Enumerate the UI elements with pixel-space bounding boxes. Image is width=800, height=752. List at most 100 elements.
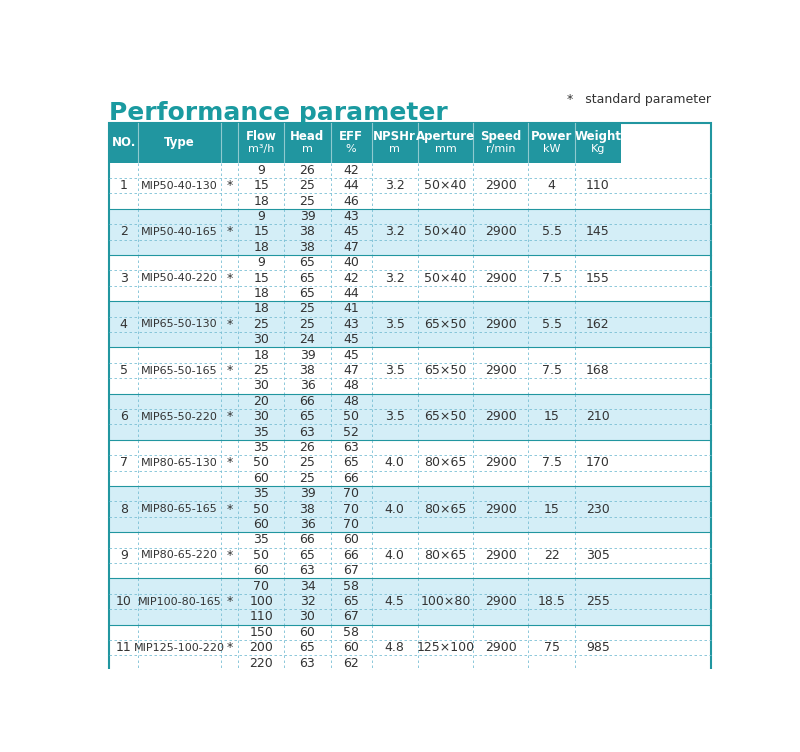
Bar [418, 123, 473, 162]
Text: 4.0: 4.0 [385, 502, 405, 516]
Text: 18: 18 [254, 349, 269, 362]
Text: 2900: 2900 [485, 641, 517, 654]
Bar [110, 486, 710, 532]
Text: 63: 63 [299, 426, 315, 438]
Text: 100×80: 100×80 [420, 595, 470, 608]
Bar [371, 123, 418, 162]
Text: 70: 70 [343, 518, 359, 531]
Text: 65×50: 65×50 [424, 318, 466, 331]
Text: 3.5: 3.5 [385, 411, 405, 423]
Text: 125×100: 125×100 [417, 641, 474, 654]
Text: 40: 40 [343, 256, 359, 269]
Text: 66: 66 [343, 472, 359, 485]
Text: 66: 66 [343, 549, 359, 562]
Text: 67: 67 [343, 611, 359, 623]
Bar [284, 123, 330, 162]
Text: MIP65-50-165: MIP65-50-165 [142, 365, 218, 375]
Text: 25: 25 [299, 456, 315, 469]
Bar [221, 123, 238, 162]
Text: 38: 38 [299, 241, 315, 254]
Bar [110, 440, 710, 486]
Text: 24: 24 [299, 333, 315, 346]
Bar [110, 255, 710, 302]
Text: 4: 4 [120, 318, 128, 331]
Text: 4.0: 4.0 [385, 549, 405, 562]
Text: 2900: 2900 [485, 456, 517, 469]
Text: 75: 75 [544, 641, 560, 654]
Text: 30: 30 [254, 411, 269, 423]
Text: 63: 63 [343, 441, 359, 454]
Text: 200: 200 [250, 641, 273, 654]
Text: 41: 41 [343, 302, 359, 315]
Text: 66: 66 [299, 533, 315, 547]
Text: 45: 45 [343, 349, 359, 362]
Text: 3.2: 3.2 [385, 271, 405, 284]
Text: 39: 39 [299, 349, 315, 362]
Text: Head: Head [290, 130, 325, 143]
Text: 36: 36 [299, 380, 315, 393]
Text: 210: 210 [586, 411, 610, 423]
Text: 80×65: 80×65 [424, 456, 466, 469]
Text: 18: 18 [254, 302, 269, 315]
Text: 18: 18 [254, 195, 269, 208]
Text: MIP65-50-220: MIP65-50-220 [142, 412, 218, 422]
Text: 15: 15 [254, 179, 269, 193]
Text: 3.5: 3.5 [385, 364, 405, 377]
Text: 35: 35 [254, 533, 269, 547]
Text: MIP100-80-165: MIP100-80-165 [138, 596, 222, 607]
Text: 18: 18 [254, 287, 269, 300]
Bar [473, 123, 529, 162]
Text: 5.5: 5.5 [542, 226, 562, 238]
Text: 50: 50 [343, 411, 359, 423]
Bar [138, 123, 221, 162]
Text: 65: 65 [299, 549, 315, 562]
Bar [529, 123, 574, 162]
Text: 150: 150 [250, 626, 273, 638]
Text: 62: 62 [343, 656, 359, 669]
Text: 70: 70 [343, 502, 359, 516]
Text: 46: 46 [343, 195, 359, 208]
Text: 15: 15 [254, 226, 269, 238]
Text: 170: 170 [586, 456, 610, 469]
Text: 3.2: 3.2 [385, 226, 405, 238]
Text: *: * [226, 318, 233, 331]
Text: 65×50: 65×50 [424, 411, 466, 423]
Text: 63: 63 [299, 656, 315, 669]
Text: 11: 11 [116, 641, 132, 654]
Text: 44: 44 [343, 287, 359, 300]
Text: 67: 67 [343, 564, 359, 578]
Bar [110, 302, 710, 347]
Text: 52: 52 [343, 426, 359, 438]
Text: 4.0: 4.0 [385, 456, 405, 469]
Text: *: * [226, 456, 233, 469]
Text: m: m [390, 144, 400, 153]
Text: 44: 44 [343, 179, 359, 193]
Text: 9: 9 [258, 164, 265, 177]
Text: 25: 25 [299, 302, 315, 315]
Text: 65: 65 [299, 287, 315, 300]
Text: 18.5: 18.5 [538, 595, 566, 608]
Text: 36: 36 [299, 518, 315, 531]
Text: 110: 110 [586, 179, 610, 193]
Text: m³/h: m³/h [248, 144, 274, 153]
Text: *: * [226, 364, 233, 377]
Text: 10: 10 [116, 595, 132, 608]
Text: *: * [226, 549, 233, 562]
Text: 35: 35 [254, 441, 269, 454]
Text: 80×65: 80×65 [424, 549, 466, 562]
Text: 25: 25 [299, 179, 315, 193]
Bar [110, 123, 138, 162]
Text: 2900: 2900 [485, 595, 517, 608]
Text: 7.5: 7.5 [542, 364, 562, 377]
Text: 65: 65 [343, 595, 359, 608]
Text: mm: mm [434, 144, 456, 153]
Bar [110, 532, 710, 578]
Text: 39: 39 [299, 487, 315, 500]
Text: 162: 162 [586, 318, 610, 331]
Bar [110, 162, 710, 209]
Text: 65: 65 [299, 411, 315, 423]
Text: 220: 220 [250, 656, 273, 669]
Text: 3.2: 3.2 [385, 179, 405, 193]
Text: 25: 25 [254, 364, 269, 377]
Text: 2900: 2900 [485, 364, 517, 377]
